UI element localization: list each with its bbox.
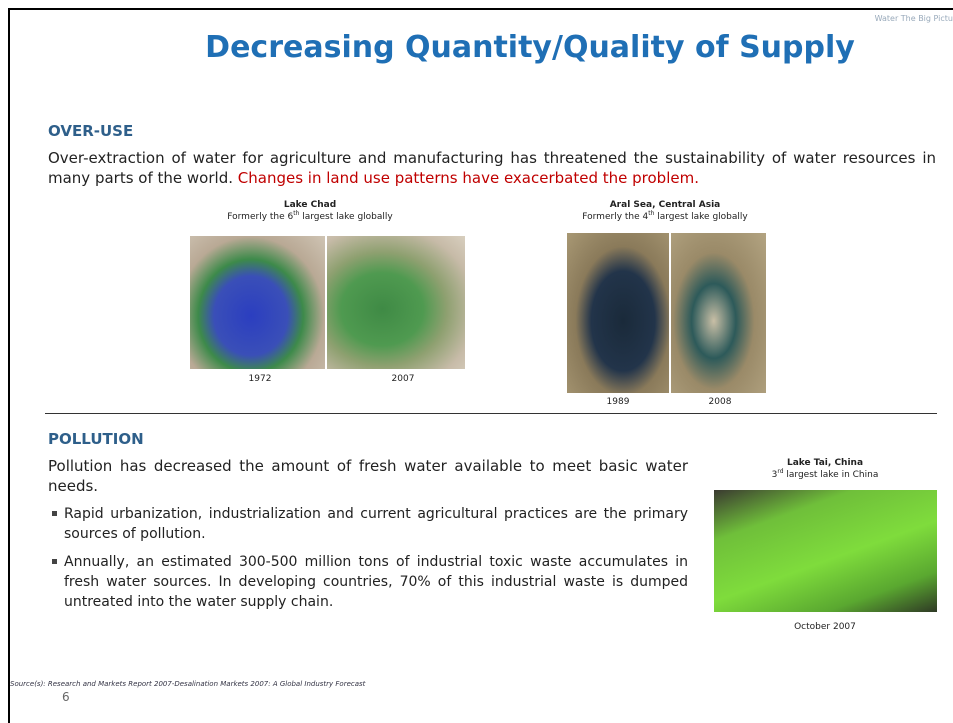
frame	[8, 8, 10, 723]
year: 2007	[378, 374, 428, 384]
year: 2008	[695, 397, 745, 407]
source: Source(s): Research and Markets Report 2…	[10, 680, 365, 688]
figure-caption: Aral Sea, Central Asia Formerly the 4th …	[565, 200, 765, 222]
text: Formerly the 4	[582, 212, 648, 222]
figure-caption: Lake Chad Formerly the 6th largest lake …	[210, 200, 410, 222]
year: 1972	[235, 374, 285, 384]
photo	[671, 233, 766, 393]
text: largest lake in China	[784, 470, 879, 480]
section-heading: OVER-USE	[48, 122, 133, 140]
paragraph: Pollution has decreased the amount of fr…	[48, 456, 688, 620]
figure-title: Lake Tai, China	[725, 458, 925, 468]
slide-title: Decreasing Quantity/Quality of Supply	[110, 30, 950, 65]
page-number: 6	[62, 690, 70, 704]
year: 1989	[593, 397, 643, 407]
text: largest lake globally	[654, 212, 747, 222]
frame	[8, 8, 953, 10]
figure-subtitle: Formerly the 6th largest lake globally	[210, 210, 410, 222]
text: largest lake globally	[299, 212, 392, 222]
slide: Water The Big Pictu Decreasing Quantity/…	[0, 0, 953, 723]
text: Pollution has decreased the amount of fr…	[48, 456, 688, 496]
running-title: Water The Big Pictu	[875, 14, 953, 23]
photo	[190, 236, 325, 369]
figure-title: Aral Sea, Central Asia	[565, 200, 765, 210]
bullet: Annually, an estimated 300-500 million t…	[64, 552, 688, 612]
photo	[327, 236, 465, 369]
figure-title: Lake Chad	[210, 200, 410, 210]
separator	[45, 413, 937, 414]
highlight: Changes in land use patterns have exacer…	[238, 169, 699, 187]
bullet: Rapid urbanization, industrialization an…	[64, 504, 688, 544]
photo	[714, 490, 937, 612]
figure-subtitle: Formerly the 4th largest lake globally	[565, 210, 765, 222]
figure-subtitle: 3rd largest lake in China	[725, 468, 925, 480]
figure-caption: October 2007	[775, 622, 875, 632]
figure-caption: Lake Tai, China 3rd largest lake in Chin…	[725, 458, 925, 480]
text: Formerly the 6	[227, 212, 293, 222]
photo	[567, 233, 669, 393]
section-heading: POLLUTION	[48, 430, 144, 448]
paragraph: Over-extraction of water for agriculture…	[48, 148, 936, 188]
bullet-list: Rapid urbanization, industrialization an…	[48, 504, 688, 612]
